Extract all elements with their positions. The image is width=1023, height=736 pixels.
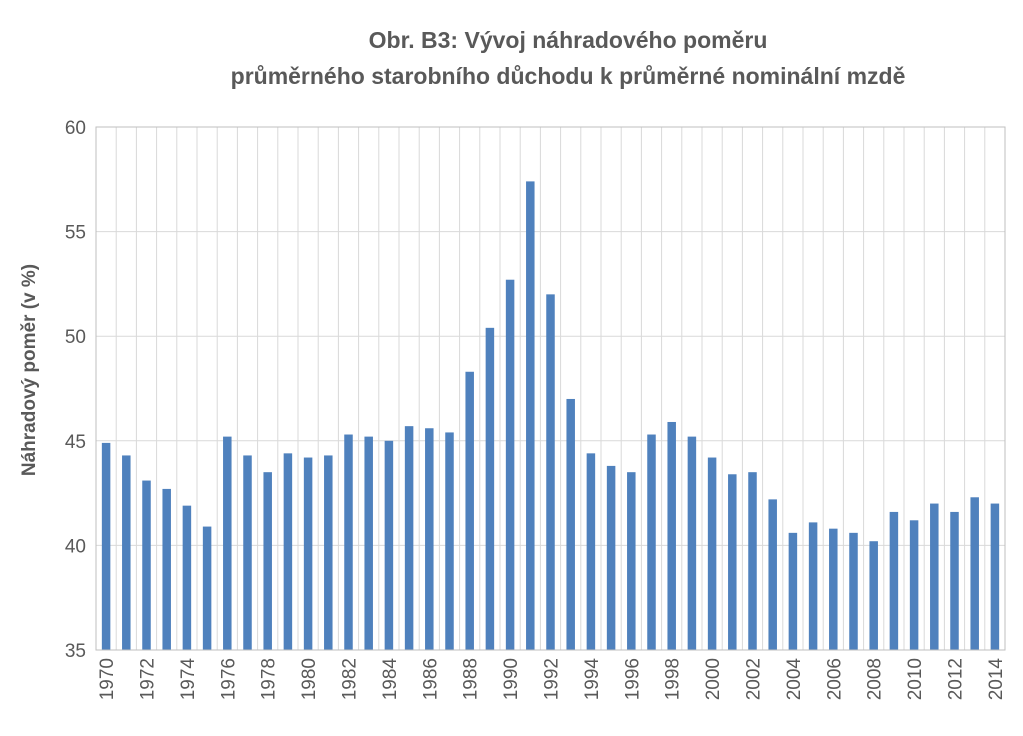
- x-tick-labels: 1970 1972 1974 1976 1978 1980 1982 1984 1986 1988…: [97, 658, 1007, 701]
- y-tick-label: 50: [65, 327, 86, 348]
- x-tick-label: 2004: [784, 658, 805, 701]
- bar-1990: [505, 279, 515, 650]
- bar-2009: [889, 511, 899, 650]
- bar-1976: [223, 436, 232, 650]
- bar-2008: [869, 541, 878, 650]
- x-tick-label: 1998: [663, 658, 684, 700]
- x-tick-label: 2014: [986, 658, 1007, 701]
- bar-1986: [425, 428, 434, 650]
- x-tick-label: 2012: [946, 658, 967, 700]
- y-axis-label: Náhradový poměr (v %): [19, 264, 40, 476]
- x-tick-label: 1982: [340, 658, 361, 700]
- bar-2000: [707, 457, 717, 650]
- chart-title-line-1: Obr. B3: Vývoj náhradového poměru: [369, 27, 768, 53]
- bar-1988: [465, 371, 474, 650]
- y-tick-label: 40: [65, 536, 86, 557]
- bar-1970: [101, 442, 111, 650]
- x-tick-label: 2002: [744, 658, 765, 700]
- bar-2011: [930, 503, 939, 650]
- y-tick-labels: 35 40 45 50 55 60: [65, 118, 86, 662]
- bar-1999: [687, 436, 697, 650]
- bars-layer: [101, 181, 1000, 650]
- bar-1998: [667, 421, 676, 650]
- bar-2010: [909, 520, 919, 650]
- bar-2013: [970, 497, 979, 650]
- x-tick-label: 1980: [299, 658, 320, 700]
- x-tick-label: 2006: [824, 658, 845, 700]
- bar-1972: [142, 480, 151, 650]
- bar-1978: [263, 472, 272, 650]
- x-tick-label: 1996: [622, 658, 643, 700]
- x-tick-label: 2008: [865, 658, 886, 700]
- x-tick-label: 1992: [542, 658, 563, 700]
- bar-2001: [728, 474, 737, 650]
- bar-1989: [485, 327, 495, 650]
- y-tick-label: 60: [65, 118, 86, 139]
- x-tick-label: 2000: [703, 658, 724, 700]
- bar-1993: [566, 398, 575, 650]
- bar-1981: [324, 455, 333, 650]
- y-tick-label: 55: [65, 223, 86, 244]
- x-tick-label: 1994: [582, 658, 603, 701]
- x-tick-label: 1974: [178, 658, 199, 701]
- bar-2012: [950, 511, 959, 650]
- y-tick-label: 35: [65, 641, 86, 662]
- bar-1980: [303, 457, 313, 650]
- x-tick-label: 1986: [420, 658, 441, 700]
- bar-2007: [849, 532, 858, 650]
- bar-1996: [627, 472, 636, 650]
- x-tick-label: 1970: [97, 658, 118, 700]
- bar-1982: [344, 434, 353, 650]
- bar-1987: [445, 432, 454, 650]
- bar-1994: [586, 453, 596, 650]
- bar-2014: [990, 503, 1000, 650]
- x-tick-label: 1978: [259, 658, 280, 700]
- bar-1974: [182, 505, 192, 650]
- bar-1983: [364, 436, 373, 650]
- bar-1984: [384, 440, 394, 650]
- chart-title-line-2: průměrného starobního důchodu k průměrné…: [231, 63, 906, 89]
- bar-1991: [526, 181, 535, 650]
- plot-frame: [95, 126, 1006, 651]
- y-tick-label: 45: [65, 432, 86, 453]
- x-tick-label: 1988: [461, 658, 482, 700]
- bar-1997: [647, 434, 656, 650]
- x-tick-label: 1984: [380, 658, 401, 701]
- bar-2003: [768, 499, 777, 650]
- bar-2002: [748, 472, 757, 650]
- bar-1975: [202, 526, 212, 650]
- bar-2004: [788, 532, 798, 650]
- bar-2005: [808, 522, 818, 650]
- x-tick-label: 1990: [501, 658, 522, 700]
- bar-1973: [162, 488, 171, 650]
- bar-1992: [546, 294, 555, 650]
- bar-1985: [404, 426, 414, 650]
- bar-2006: [829, 528, 838, 650]
- x-tick-label: 2010: [905, 658, 926, 700]
- x-tick-label: 1972: [138, 658, 159, 700]
- bar-1971: [122, 455, 131, 650]
- bar-1995: [606, 465, 616, 650]
- bar-1979: [283, 453, 293, 650]
- bar-1977: [243, 455, 252, 650]
- x-tick-label: 1976: [218, 658, 239, 700]
